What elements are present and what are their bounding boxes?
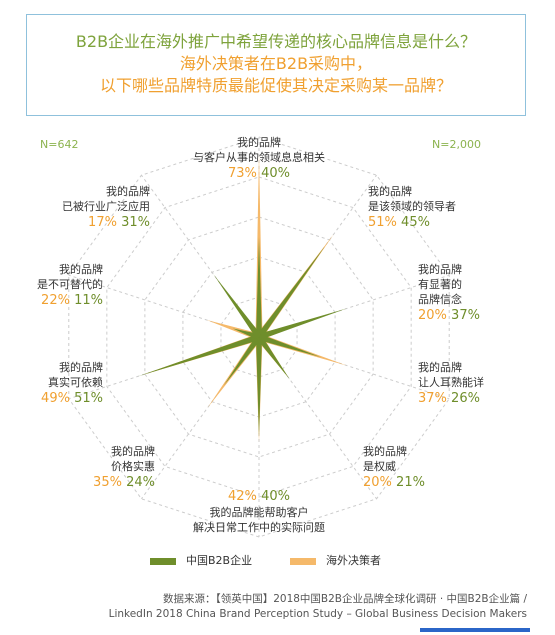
china-bar-3	[258, 334, 321, 358]
grid-ring	[220, 296, 298, 378]
overseas-bar-3	[257, 333, 347, 366]
grid-ring	[106, 176, 412, 498]
axis-label-4: 我的品牌是权威 20% 21%	[363, 444, 425, 491]
axis-label-text: 我的品牌	[363, 445, 407, 458]
axis-label-7: 我的品牌真实可依赖 49% 51%	[41, 360, 103, 407]
value-overseas: 73%	[228, 166, 257, 181]
axis-label-text: 品牌信念	[418, 293, 462, 306]
axis-label-text: 让人耳熟能详	[418, 376, 484, 389]
source-line-1: 数据来源：【领英中国】2018中国B2B企业品牌全球化调研 · 中国B2B企业篇…	[162, 593, 527, 605]
legend-label-china: 中国B2B企业	[186, 554, 253, 567]
axis-label-text: 已被行业广泛应用	[62, 200, 150, 213]
axis-label-6: 我的品牌价格实惠 35% 24%	[93, 444, 155, 491]
china-bar-1	[256, 245, 326, 339]
axis-label-text: 我的品牌	[106, 185, 150, 198]
legend-china: 中国B2B企业	[150, 552, 252, 568]
china-bar-8	[232, 328, 260, 340]
bottom-accent-bar	[420, 628, 530, 632]
value-overseas: 37%	[418, 391, 447, 406]
china-bar-7	[137, 334, 260, 377]
sample-size-right: N=2,000	[432, 138, 481, 151]
value-overseas: 42%	[228, 489, 257, 504]
value-overseas: 22%	[41, 293, 70, 308]
title-line-1: B2B企业在海外推广中希望传递的核心品牌信息是什么？	[75, 32, 477, 51]
value-china: 11%	[74, 293, 103, 308]
value-china: 45%	[401, 215, 430, 230]
axis-label-text: 是该领域的领导者	[368, 200, 456, 213]
axis-label-text: 与客户从事的领域息息相关	[193, 151, 325, 164]
axis-label-text: 我的品牌	[237, 136, 281, 149]
china-bar-2	[258, 308, 347, 340]
axis-label-text: 解决日常工作中的实际问题	[193, 521, 325, 534]
axis-label-text: 是权威	[363, 460, 396, 473]
value-overseas: 51%	[368, 215, 397, 230]
legend-swatch-china	[150, 557, 176, 565]
china-bar-6	[223, 335, 262, 386]
axis-label-text: 价格实惠	[111, 460, 155, 473]
value-overseas: 20%	[418, 308, 447, 323]
value-overseas: 20%	[363, 475, 392, 490]
axis-label-0: 我的品牌与客户从事的领域息息相关 73% 40%	[159, 135, 359, 182]
axis-label-text: 我的品牌	[368, 185, 412, 198]
value-china: 26%	[451, 391, 480, 406]
axis-label-3: 我的品牌让人耳熟能详 37% 26%	[418, 360, 484, 407]
axis-label-text: 有显著的	[418, 278, 462, 291]
overseas-bar-8	[206, 320, 261, 341]
value-china: 24%	[126, 475, 155, 490]
china-bar-0	[256, 237, 262, 337]
axis-label-text: 是不可替代的	[37, 278, 103, 291]
axis-label-text: 我的品牌能帮助客户	[209, 506, 309, 519]
china-bar-5	[256, 337, 262, 437]
value-overseas: 17%	[88, 215, 117, 230]
legend-overseas: 海外决策者	[290, 552, 381, 568]
axis-label-8: 我的品牌是不可替代的 22% 11%	[37, 262, 103, 309]
china-bar-4	[256, 335, 290, 380]
axis-label-text: 真实可依赖	[48, 376, 103, 389]
title-line-2: 海外决策者在B2B采购中，	[179, 54, 373, 73]
axis-label-text: 我的品牌	[418, 361, 462, 374]
legend-swatch-overseas	[290, 557, 316, 565]
axis-label-text: 我的品牌	[59, 263, 103, 276]
axis-label-text: 我的品牌	[59, 361, 103, 374]
title-box: B2B企业在海外推广中希望传递的核心品牌信息是什么？ 海外决策者在B2B采购中，…	[26, 14, 526, 116]
china-bar-9	[213, 274, 262, 339]
sample-size-left: N=642	[40, 138, 79, 151]
value-overseas: 35%	[93, 475, 122, 490]
axis-label-text: 我的品牌	[111, 445, 155, 458]
legend-label-overseas: 海外决策者	[326, 554, 381, 567]
value-china: 37%	[451, 308, 480, 323]
title-line-3: 以下哪些品牌特质最能促使其决定采购某一品牌？	[99, 76, 452, 95]
value-overseas: 49%	[41, 391, 70, 406]
value-china: 40%	[261, 166, 290, 181]
source-note: 数据来源：【领英中国】2018中国B2B企业品牌全球化调研 · 中国B2B企业篇…	[109, 592, 527, 622]
axis-label-1: 我的品牌是该领域的领导者 51% 45%	[368, 184, 456, 231]
value-china: 40%	[261, 489, 290, 504]
axis-label-9: 我的品牌已被行业广泛应用 17% 31%	[62, 184, 150, 231]
axis-label-text: 我的品牌	[418, 263, 462, 276]
source-line-2: LinkedIn 2018 China Brand Perception Stu…	[108, 608, 527, 620]
value-china: 31%	[121, 215, 150, 230]
value-china: 21%	[396, 475, 425, 490]
value-china: 51%	[74, 391, 103, 406]
axis-label-5: 42% 40% 我的品牌能帮助客户解决日常工作中的实际问题	[159, 488, 359, 535]
axis-label-2: 我的品牌有显著的品牌信念 20% 37%	[418, 262, 480, 324]
grid-ring	[144, 216, 374, 458]
